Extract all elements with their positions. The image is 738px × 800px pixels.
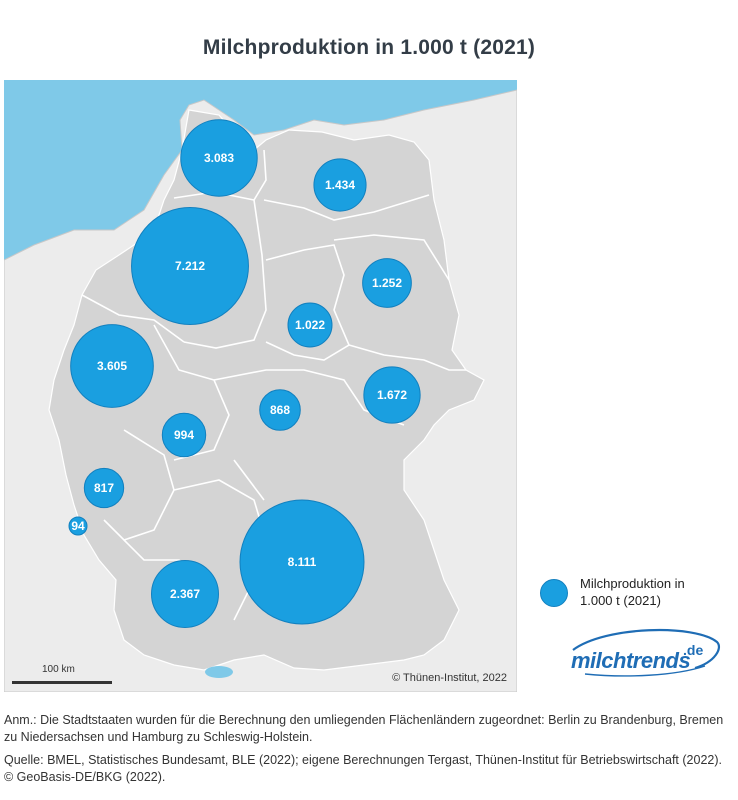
bubble-sachsen-label: 1.672 [377, 388, 407, 402]
scale-label: 100 km [42, 664, 75, 675]
bubble-saarland [68, 516, 88, 536]
legend-text: Milchproduktion in 1.000 t (2021) [580, 575, 685, 609]
legend-line-2: 1.000 t (2021) [580, 593, 661, 608]
legend: Milchproduktion in 1.000 t (2021) [540, 575, 730, 615]
bubble-schleswig-holstein [180, 119, 258, 197]
bubble-baden-wuerttemberg-label: 2.367 [170, 587, 200, 601]
scale-line [12, 681, 112, 684]
source-text: Quelle: BMEL, Statistisches Bundesamt, B… [4, 752, 736, 786]
bubble-rheinland-pfalz [83, 467, 125, 509]
map-copyright: © Thünen-Institut, 2022 [392, 672, 507, 684]
bubble-sachsen-anhalt [287, 302, 333, 348]
legend-line-1: Milchproduktion in [580, 576, 685, 591]
bubble-sachsen-anhalt-label: 1.022 [295, 318, 325, 332]
legend-bubble-icon [540, 579, 568, 607]
bubble-schleswig-holstein-label: 3.083 [204, 151, 234, 165]
bubble-bayern-label: 8.111 [288, 555, 317, 569]
lake-bodensee [205, 666, 233, 678]
germany-map: 3.083 1.434 7.212 1.252 1.022 3.605 868 1.672 99… [4, 89, 517, 692]
bubble-rheinland-pfalz-label: 817 [94, 481, 114, 495]
geo-line: © GeoBasis-DE/BKG (2022). [4, 770, 166, 784]
map-title: Milchproduktion in 1.000 t (2021) [202, 36, 536, 59]
map-area: 3.083 1.434 7.212 1.252 1.022 3.605 868 1.672 99… [4, 80, 517, 692]
bubble-baden-wuerttemberg [151, 560, 219, 628]
bubble-nordrhein-westfalen [70, 324, 154, 408]
bubble-brandenburg-label: 1.252 [372, 276, 402, 290]
footnotes: Anm.: Die Stadtstaaten wurden für die Be… [4, 712, 736, 792]
logo-domain: .de [683, 642, 704, 658]
bubble-thueringen-label: 868 [270, 403, 290, 417]
logo-word: milchtrends [571, 648, 691, 673]
bubble-nordrhein-westfalen-label: 3.605 [97, 359, 127, 373]
annotation-text: Anm.: Die Stadtstaaten wurden für die Be… [4, 713, 724, 744]
source-line: Quelle: BMEL, Statistisches Bundesamt, B… [4, 753, 722, 767]
bubble-hessen [161, 412, 207, 458]
logo-swoosh-icon [572, 628, 721, 677]
bubble-bayern [239, 499, 365, 625]
bubble-brandenburg [362, 258, 412, 308]
bubble-sachsen [363, 366, 421, 424]
bubble-hessen-label: 994 [174, 428, 194, 442]
bubble-saarland-label: 94 [71, 519, 85, 533]
bubble-mecklenburg-vorpommern-label: 1.434 [325, 178, 355, 192]
bubble-thueringen [259, 389, 301, 431]
bubble-niedersachsen [131, 207, 249, 325]
bubble-mecklenburg-vorpommern [313, 158, 367, 212]
bubble-niedersachsen-label: 7.212 [175, 259, 205, 273]
milchtrends-logo: milchtrends .de [565, 628, 725, 678]
scale-bar: 100 km [12, 664, 122, 686]
